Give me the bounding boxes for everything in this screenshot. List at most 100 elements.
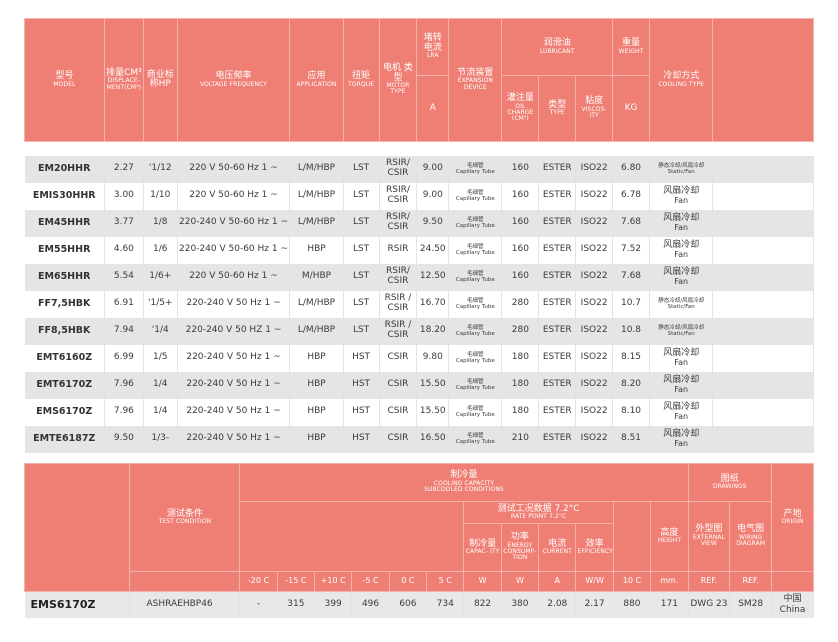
weight-cell: 7.52	[612, 236, 650, 264]
cooling-zh: 静态冷却/风扇冷却	[658, 324, 705, 331]
motor-type-cell: CSIR	[379, 371, 418, 399]
cooling-zh: 风扇冷却	[663, 401, 700, 412]
torque-cell: LST	[343, 263, 380, 291]
unit-header: 10 C	[612, 571, 652, 592]
header-power: 功率 ENERGY CONSUMP- TION	[500, 523, 540, 572]
oil-type-cell: ESTER	[538, 236, 577, 264]
torque-cell: LST	[343, 155, 380, 183]
origin-zh: 中国	[783, 594, 802, 605]
table-row: EMIS30HHR 3.00 1/10 220 V 50-60 Hz 1 ~ L/M/H…	[24, 182, 814, 210]
viscosity-cell: ISO22	[575, 425, 614, 453]
value-cell: 399	[314, 591, 353, 618]
unit-header: -15 C	[276, 571, 316, 592]
lra-cell: 9.80	[416, 344, 450, 372]
header-motor-type: 电机 类型 MOTOR TYPE	[378, 18, 418, 142]
weight-cell: 8.15	[612, 344, 650, 372]
model-cell: EMTE6187Z	[24, 425, 105, 453]
unit-header: 0 C	[388, 571, 428, 592]
header-cooling-type: 冷却方式 COOLING TYPE	[648, 18, 714, 142]
blank-cell	[712, 425, 814, 453]
voltage-cell: 220 V 50-60 Hz 1 ~	[177, 263, 291, 291]
value-cell: 2.08	[538, 591, 577, 618]
header-current: 电流 CURRENT	[538, 523, 577, 572]
header-efficiency: 效率 EFFICIENCY	[575, 523, 614, 572]
table-row: EMT6170Z 7.96 1/4 220-240 V 50 Hz 1 ~ HBP HST…	[24, 371, 814, 399]
torque-cell: HST	[343, 371, 380, 399]
cooling-en: Fan	[674, 195, 689, 205]
expansion-device-cell: 毛细管 Capillary Tube	[448, 263, 503, 291]
table-row: EM55HHR 4.60 1/6 220-240 V 50-60 Hz 1 ~ HBP L…	[24, 236, 814, 264]
cooling-en: Fan	[674, 276, 689, 286]
voltage-cell: 220-240 V 50-60 Hz 1 ~	[177, 236, 291, 264]
value-cell: 380	[501, 591, 540, 618]
model-cell: EMT6160Z	[24, 344, 105, 372]
viscosity-cell: ISO22	[575, 344, 614, 372]
cooling-en: Fan	[674, 411, 689, 421]
voltage-cell: 220 V 50-60 Hz 1 ~	[177, 155, 291, 183]
viscosity-cell: ISO22	[575, 155, 614, 183]
blank-cell	[712, 398, 814, 426]
oil-type-cell: ESTER	[538, 155, 577, 183]
displacement-cell: 3.00	[104, 182, 144, 210]
cooling-type-cell: 风扇冷却 Fan	[649, 344, 714, 372]
hp-cell: 1/4	[143, 371, 178, 399]
torque-cell: LST	[343, 209, 380, 237]
cooling-en: Fan	[674, 222, 689, 232]
blank-cell	[712, 317, 814, 345]
header-test-condition: 测试条件 TEST CONDITION	[129, 463, 241, 572]
cooling-en: Fan	[674, 384, 689, 394]
expansion-en: Capillary Tube	[455, 196, 495, 202]
model-cell: EMS6170Z	[24, 398, 105, 426]
header-blank-10c	[612, 501, 652, 572]
lra-cell: 24.50	[416, 236, 450, 264]
expansion-en: Capillary Tube	[455, 277, 495, 283]
header-lubricant: 润滑油 LUBRICANT	[501, 18, 614, 76]
cooling-type-cell: 静态冷却/风扇冷却 Static/Fan	[649, 290, 714, 318]
lra-cell: 15.50	[416, 398, 450, 426]
weight-cell: 8.51	[612, 425, 650, 453]
motor-type-cell: RSIR / CSIR	[379, 317, 418, 345]
lra-cell: 16.50	[416, 425, 450, 453]
origin-en: China	[779, 604, 806, 615]
header-rating-point: 测试工况数据 7.2°C RATE POINT 7.2°C	[463, 501, 614, 524]
viscosity-cell: ISO22	[575, 236, 614, 264]
hp-cell: 1/5	[143, 344, 178, 372]
displacement-cell: 5.54	[104, 263, 144, 291]
compressor-spec-table: 型号 MODEL 排量CM³ DISPLACE- MENT(CM³) 商业标 称HP …	[24, 18, 814, 453]
expansion-en: Capillary Tube	[455, 385, 495, 391]
cooling-type-cell: 风扇冷却 Fan	[649, 425, 714, 453]
torque-cell: HST	[343, 425, 380, 453]
hp-cell: 1/6	[143, 236, 178, 264]
application-cell: HBP	[289, 371, 344, 399]
lra-cell: 15.50	[416, 371, 450, 399]
cooling-capacity-table: 测试条件 TEST CONDITION 制冷量 COOLING CAPACITY SU…	[23, 463, 814, 618]
application-cell: HBP	[289, 398, 344, 426]
header-weight-unit: KG	[612, 75, 650, 142]
cooling-type-cell: 风扇冷却 Fan	[649, 236, 714, 264]
model-cell: EM55HHR	[24, 236, 105, 264]
hp-cell: 1/8	[143, 209, 178, 237]
unit-header: 5 C	[426, 571, 465, 592]
lra-cell: 16.70	[416, 290, 450, 318]
cooling-type-cell: 静态冷却/风扇冷却 Static/Fan	[649, 317, 714, 345]
motor-type-cell: CSIR	[379, 344, 418, 372]
expansion-zh: 毛细管	[467, 189, 484, 196]
blank-cell	[712, 155, 814, 183]
header-oil-type: 类型 TYPE	[538, 75, 577, 142]
application-cell: L/M/HBP	[289, 182, 344, 210]
unit-header: +10 C	[314, 571, 353, 592]
oil-charge-cell: 160	[501, 209, 540, 237]
model-cell: EMIS30HHR	[24, 182, 105, 210]
spec-table-body: EM20HHR 2.27'1/12 220 V 50-60 Hz 1 ~ L/M/HB…	[24, 155, 814, 453]
motor-type-cell: RSIR/ CSIR	[379, 263, 418, 291]
expansion-en: Capillary Tube	[455, 304, 495, 310]
motor-type-cell: RSIR/ CSIR	[379, 155, 418, 183]
unit-header: A	[538, 571, 577, 592]
header-temp-blank	[239, 501, 465, 572]
oil-type-cell: ESTER	[538, 182, 577, 210]
expansion-device-cell: 毛细管 Capillary Tube	[448, 182, 503, 210]
cooling-type-cell: 风扇冷却 Fan	[649, 371, 714, 399]
application-cell: M/HBP	[289, 263, 344, 291]
oil-type-cell: ESTER	[538, 344, 577, 372]
